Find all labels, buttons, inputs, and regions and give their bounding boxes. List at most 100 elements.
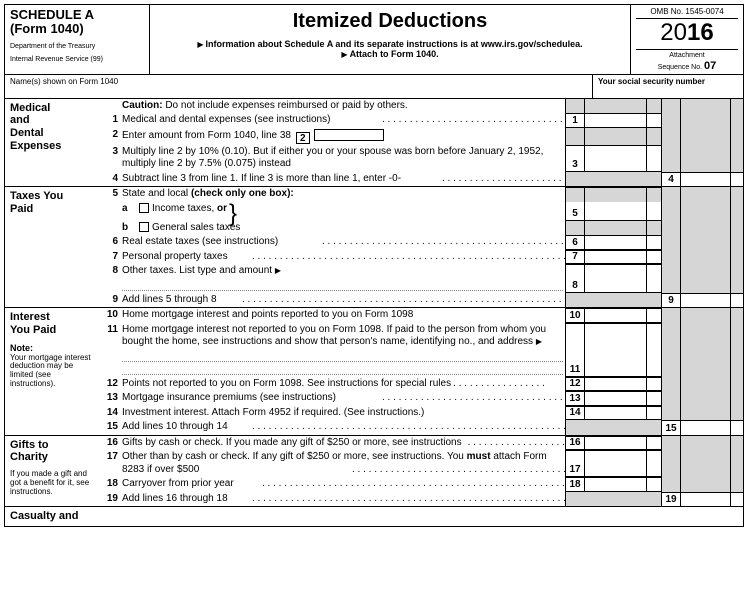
line-15-text: Add lines 10 through 14 [122, 421, 231, 432]
tax-year: 2016 [636, 19, 738, 50]
schedule-label: SCHEDULE A [10, 8, 144, 22]
amt-16[interactable] [585, 436, 647, 451]
line-num-13: 13 [100, 391, 122, 406]
interest-note-label: Note: [10, 343, 95, 353]
section-casualty: Casualty and [5, 507, 743, 526]
names-field[interactable]: Name(s) shown on Form 1040 [5, 75, 593, 98]
fcents-4[interactable] [731, 172, 743, 187]
info-line-2: Attach to Form 1040. [350, 49, 439, 59]
famt-4[interactable] [681, 172, 731, 187]
omb-number: OMB No. 1545-0074 [636, 7, 738, 19]
cents-12[interactable] [647, 377, 661, 392]
amt-7[interactable] [585, 250, 647, 265]
amt-8[interactable] [585, 264, 647, 293]
checkbox-sales-taxes[interactable] [139, 222, 149, 232]
box-18: 18 [565, 477, 585, 492]
line-num-8: 8 [100, 264, 122, 293]
line-num-10: 10 [100, 308, 122, 323]
line-8-fill[interactable] [122, 279, 563, 291]
line-5-bold: (check only one box): [191, 188, 294, 199]
box-16: 16 [565, 436, 585, 451]
line-num-11: 11 [100, 323, 122, 377]
amt-5[interactable] [585, 202, 647, 221]
fcents-19[interactable] [731, 492, 743, 507]
line-5a-text: Income taxes, [152, 203, 214, 214]
cents-16[interactable] [647, 436, 661, 451]
brace-icon: } [229, 208, 237, 220]
form-header: SCHEDULE A (Form 1040) Department of the… [5, 5, 743, 75]
header-center: Itemized Deductions Information about Sc… [150, 5, 631, 74]
line-num-1: 1 [100, 113, 122, 128]
cents-14[interactable] [647, 406, 661, 421]
cents-17[interactable] [647, 450, 661, 477]
box-1: 1 [565, 113, 585, 128]
line-8-text: Other taxes. List type and amount [122, 265, 272, 276]
amt-10[interactable] [585, 308, 647, 323]
fcents-9[interactable] [731, 293, 743, 308]
line-2-inline-box[interactable]: 2 [296, 132, 310, 144]
info-line-1: Information about Schedule A and its sep… [206, 39, 583, 49]
ssn-field[interactable]: Your social security number [593, 75, 743, 98]
line-13-text: Mortgage insurance premiums (see instruc… [122, 392, 339, 403]
line-num-15: 15 [100, 420, 122, 435]
line-11-fill-1[interactable] [122, 350, 563, 362]
amt-12[interactable] [585, 377, 647, 392]
line-num-2: 2 [100, 128, 122, 145]
cents-13[interactable] [647, 391, 661, 406]
cents-10[interactable] [647, 308, 661, 323]
line-2-amount-inline[interactable] [314, 129, 384, 141]
box-10: 10 [565, 308, 585, 323]
section-medical: MedicalandDentalExpenses Caution: Do not… [5, 99, 743, 188]
line-12-text: Points not reported to you on Form 1098.… [122, 378, 454, 389]
header-left: SCHEDULE A (Form 1040) Department of the… [5, 5, 150, 74]
cents-7[interactable] [647, 250, 661, 265]
cents-3[interactable] [647, 145, 661, 172]
line-19-text: Add lines 16 through 18 [122, 493, 231, 504]
cents-6[interactable] [647, 235, 661, 250]
cents-11[interactable] [647, 323, 661, 377]
line-num-18: 18 [100, 477, 122, 492]
famt-15[interactable] [681, 420, 731, 435]
box-14: 14 [565, 406, 585, 421]
section-interest: InterestYou Paid Note: Your mortgage int… [5, 308, 743, 436]
amt-11[interactable] [585, 323, 647, 377]
interest-note-text: Your mortgage interest deduction may be … [10, 354, 95, 389]
box-13: 13 [565, 391, 585, 406]
famt-9[interactable] [681, 293, 731, 308]
cents-18[interactable] [647, 477, 661, 492]
line-5b-text: General sales taxes [152, 222, 240, 233]
line-9-text: Add lines 5 through 8 [122, 294, 220, 305]
amt-17[interactable] [585, 450, 647, 477]
fbox-4: 4 [661, 172, 681, 187]
line-num-7: 7 [100, 250, 122, 265]
line-num-5: 5 [100, 187, 122, 202]
dept-label: Department of the Treasury [10, 43, 144, 51]
amt-6[interactable] [585, 235, 647, 250]
amt-13[interactable] [585, 391, 647, 406]
line-1-text: Medical and dental expenses (see instruc… [122, 114, 333, 125]
line-num-16: 16 [100, 436, 122, 451]
amt-14[interactable] [585, 406, 647, 421]
caution-text: Do not include expenses reimbursed or pa… [165, 100, 407, 111]
line-17-text-a: Other than by cash or check. If any gift… [122, 451, 467, 462]
cents-8[interactable] [647, 264, 661, 293]
amt-3[interactable] [585, 145, 647, 172]
checkbox-income-taxes[interactable] [139, 203, 149, 213]
line-5-text: State and local [122, 188, 188, 199]
line-num-6: 6 [100, 235, 122, 250]
box-7: 7 [565, 250, 585, 265]
box-11: 11 [565, 323, 585, 377]
triangle-icon [197, 39, 205, 49]
sequence: AttachmentSequence No. 07 [636, 52, 738, 72]
famt-19[interactable] [681, 492, 731, 507]
box-5: 5 [565, 202, 585, 221]
line-11-fill-2[interactable] [122, 363, 563, 375]
line-num-4: 4 [100, 172, 122, 187]
fcents-15[interactable] [731, 420, 743, 435]
amt-18[interactable] [585, 477, 647, 492]
taxes-title: Taxes YouPaid [10, 190, 95, 215]
box-6: 6 [565, 235, 585, 250]
cents-1[interactable] [647, 113, 661, 128]
amt-1[interactable] [585, 113, 647, 128]
cents-5[interactable] [647, 202, 661, 221]
